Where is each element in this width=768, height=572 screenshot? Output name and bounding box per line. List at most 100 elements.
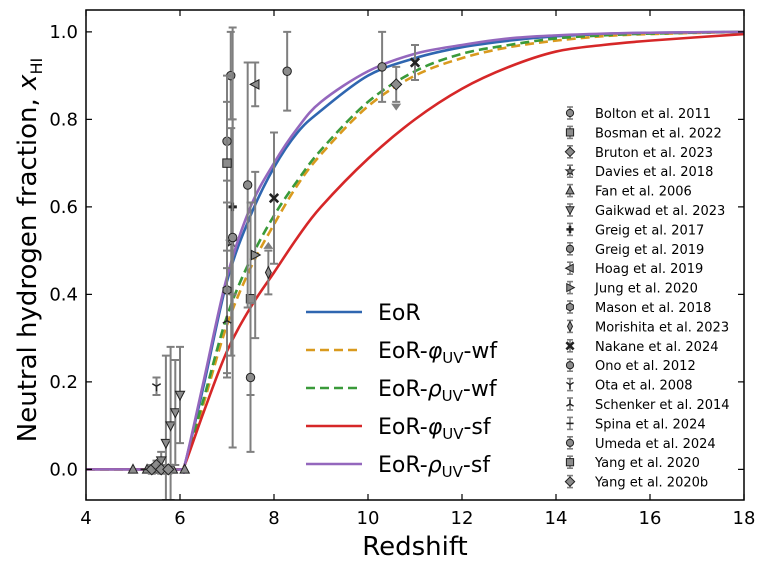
legend-label: EoR-φUV-wf bbox=[378, 339, 498, 367]
x-tick-label: 6 bbox=[174, 508, 185, 529]
plot-area bbox=[86, 26, 744, 500]
legend-obs-label: Davies et al. 2018 bbox=[595, 165, 713, 180]
legend-obs-marker bbox=[565, 206, 575, 216]
y-axis-label-symbol: x bbox=[13, 74, 43, 91]
legend-label-subscript: UV bbox=[442, 463, 464, 481]
y-tick-label: 1.0 bbox=[49, 22, 78, 43]
legend-obs-label: Greig et al. 2017 bbox=[595, 223, 704, 238]
y-tick-label: 0.8 bbox=[49, 109, 78, 130]
legend-obs-label: Umeda et al. 2024 bbox=[595, 437, 716, 452]
data-point bbox=[377, 62, 387, 72]
data-point bbox=[222, 158, 232, 168]
legend-obs-label: Gaikwad et al. 2023 bbox=[595, 204, 725, 219]
data-point bbox=[222, 315, 232, 324]
legend-obs-label: Hoag et al. 2019 bbox=[595, 262, 703, 277]
legend-label-suffix: -sf bbox=[463, 415, 491, 440]
data-point bbox=[390, 78, 403, 91]
data-point bbox=[179, 463, 191, 474]
data-point bbox=[245, 372, 256, 383]
legend-obs-label: Yang et al. 2020b bbox=[594, 476, 708, 491]
legend-obs-label: Ota et al. 2008 bbox=[595, 379, 693, 394]
legend-label: EoR-φUV-sf bbox=[378, 415, 492, 443]
legend-obs-marker bbox=[565, 244, 575, 253]
legend-label-base: EoR- bbox=[378, 377, 428, 402]
legend-label-subscript: UV bbox=[442, 425, 464, 443]
legend-obs-label: Greig et al. 2019 bbox=[595, 243, 704, 258]
legend-obs-marker bbox=[565, 108, 575, 118]
x-axis-label: Redshift bbox=[362, 532, 468, 562]
data-point bbox=[127, 463, 139, 474]
data-point bbox=[282, 66, 292, 76]
data-point bbox=[409, 57, 421, 68]
data-point bbox=[227, 232, 238, 243]
legend-obs-label: Bolton et al. 2011 bbox=[595, 107, 711, 122]
x-tick-label: 16 bbox=[639, 508, 662, 529]
x-tick-label: 12 bbox=[451, 508, 474, 529]
legend-label: EoR bbox=[378, 301, 421, 326]
legend-label-symbol: ρ bbox=[428, 453, 442, 478]
legend-obs-label: Ono et al. 2012 bbox=[595, 359, 696, 374]
legend-label-base: EoR- bbox=[378, 415, 428, 440]
legend-obs-marker bbox=[564, 263, 574, 273]
legend-models: EoREoR-φUV-wfEoR-ρUV-wfEoR-φUV-sfEoR-ρUV… bbox=[306, 301, 498, 481]
plot-frame bbox=[85, 9, 745, 501]
legend-label-suffix: -sf bbox=[463, 453, 491, 478]
legend-obs-label: Mason et al. 2018 bbox=[595, 301, 711, 316]
legend-obs-label: Yang et al. 2020 bbox=[594, 456, 700, 471]
x-tick-label: 14 bbox=[545, 508, 568, 529]
data-point bbox=[162, 463, 175, 476]
legend-obs-label: Bruton et al. 2023 bbox=[595, 146, 713, 161]
y-axis: 0.0 0.2 0.4 0.6 0.8 1.0 bbox=[49, 22, 744, 480]
legend-obs-label: Bosman et al. 2022 bbox=[595, 126, 722, 141]
y-tick-label: 0.4 bbox=[49, 284, 78, 305]
y-axis-label: Neutral hydrogen fraction, xHI bbox=[13, 58, 46, 442]
data-point bbox=[165, 421, 177, 432]
legend-obs-marker bbox=[565, 361, 575, 370]
legend-obs-label: Nakane et al. 2024 bbox=[595, 340, 718, 355]
legend-label-base: EoR bbox=[378, 301, 421, 326]
legend-obs-marker bbox=[566, 381, 574, 389]
legend-obs-marker bbox=[564, 165, 576, 176]
legend-obs-marker bbox=[566, 320, 574, 333]
legend-obs-marker bbox=[564, 476, 576, 487]
legend-label: EoR-ρUV-sf bbox=[378, 453, 491, 481]
legend-obs-marker bbox=[566, 302, 574, 312]
legend-obs-marker bbox=[565, 438, 575, 447]
legend-label-symbol: φ bbox=[428, 415, 443, 440]
legend-label-subscript: UV bbox=[442, 387, 464, 405]
legend-label-base: EoR- bbox=[378, 453, 428, 478]
legend-label-symbol: φ bbox=[428, 339, 443, 364]
legend-obs-label: Spina et al. 2024 bbox=[595, 417, 706, 432]
legend-obs-label: Schenker et al. 2014 bbox=[595, 398, 730, 413]
y-axis-label-main: Neutral hydrogen fraction, bbox=[13, 90, 43, 442]
data-point bbox=[242, 180, 253, 190]
legend-obs-marker bbox=[565, 185, 575, 195]
legend-obs-marker bbox=[566, 399, 574, 407]
legend-obs-label: Morishita et al. 2023 bbox=[595, 320, 729, 335]
x-tick-label: 18 bbox=[733, 508, 756, 529]
legend-label-base: EoR- bbox=[378, 339, 428, 364]
data-point bbox=[151, 383, 162, 392]
legend-obs-marker bbox=[565, 128, 575, 137]
data-point bbox=[268, 193, 280, 204]
y-tick-label: 0.6 bbox=[49, 197, 78, 218]
legend-label-subscript: UV bbox=[442, 349, 464, 367]
y-tick-label: 0.2 bbox=[49, 372, 78, 393]
legend-label-suffix: -wf bbox=[463, 339, 498, 364]
legend-obs-label: Jung et al. 2020 bbox=[594, 282, 698, 297]
legend-label-symbol: ρ bbox=[428, 377, 442, 402]
data-point bbox=[264, 265, 272, 280]
legend-label: EoR-ρUV-wf bbox=[378, 377, 498, 405]
legend-obs-marker bbox=[565, 341, 575, 351]
data-point bbox=[249, 78, 260, 90]
legend-obs-label: Fan et al. 2006 bbox=[595, 185, 692, 200]
data-point bbox=[174, 390, 186, 402]
y-axis-label-subscript: HI bbox=[27, 58, 46, 75]
legend-obs-marker bbox=[565, 458, 575, 467]
observations bbox=[127, 26, 421, 500]
legend-obs-marker bbox=[566, 225, 574, 233]
data-point bbox=[250, 249, 262, 261]
legend-obs: Bolton et al. 2011 Bosman et al. 2022 Brut… bbox=[564, 106, 730, 491]
y-tick-label: 0.0 bbox=[49, 459, 78, 480]
